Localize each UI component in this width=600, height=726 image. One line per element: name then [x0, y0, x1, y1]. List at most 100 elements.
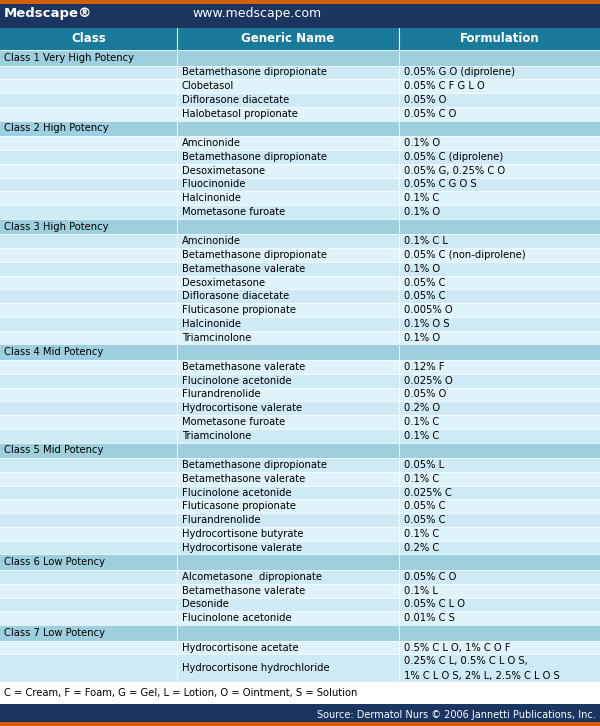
Text: Hydrocortisone acetate: Hydrocortisone acetate	[182, 643, 299, 653]
Bar	[0, 93, 600, 107]
Bar	[0, 50, 600, 65]
Text: 0.1% C: 0.1% C	[404, 417, 439, 427]
Text: Flurandrenolide: Flurandrenolide	[182, 515, 260, 525]
Text: Class 3 High Potency: Class 3 High Potency	[4, 221, 109, 232]
Bar	[0, 0, 600, 28]
Text: Hydrocortisone valerate: Hydrocortisone valerate	[182, 403, 302, 413]
Text: Betamethasone valerate: Betamethasone valerate	[182, 586, 305, 596]
Text: Hydrocortisone hydrochloride: Hydrocortisone hydrochloride	[182, 664, 329, 673]
Text: 0.2% C: 0.2% C	[404, 542, 439, 552]
Bar	[0, 150, 600, 164]
Text: 0.5% C L O, 1% C O F: 0.5% C L O, 1% C O F	[404, 643, 511, 653]
Bar	[0, 276, 600, 290]
Text: Alcometasone  dipropionate: Alcometasone dipropionate	[182, 572, 322, 582]
Text: Flucinolone acetonide: Flucinolone acetonide	[182, 488, 292, 497]
Bar	[0, 330, 600, 344]
Bar	[0, 164, 600, 177]
Text: Halcinonide: Halcinonide	[182, 319, 241, 329]
Text: 0.05% L: 0.05% L	[404, 460, 444, 470]
Text: 0.05% C O: 0.05% C O	[404, 109, 457, 119]
Text: 0.025% C: 0.025% C	[404, 488, 452, 497]
Bar	[0, 527, 600, 541]
Text: www.medscape.com: www.medscape.com	[192, 7, 321, 20]
Text: 0.2% O: 0.2% O	[404, 403, 440, 413]
Text: Fluocinonide: Fluocinonide	[182, 179, 245, 189]
Text: 0.05% O: 0.05% O	[404, 95, 446, 105]
Text: Betamethasone dipropionate: Betamethasone dipropionate	[182, 460, 327, 470]
Text: 0.025% O: 0.025% O	[404, 375, 453, 386]
Text: 0.05% C: 0.05% C	[404, 277, 445, 287]
Text: 0.1% O S: 0.1% O S	[404, 319, 449, 329]
Bar	[0, 388, 600, 401]
Bar	[0, 205, 600, 219]
Text: 0.05% G, 0.25% C O: 0.05% G, 0.25% C O	[404, 166, 505, 176]
Bar	[0, 374, 600, 388]
Text: 0.05% C: 0.05% C	[404, 515, 445, 525]
Text: Triamcinolone: Triamcinolone	[182, 333, 251, 343]
Text: 0.25% C L, 0.5% C L O S,: 0.25% C L, 0.5% C L O S,	[404, 656, 528, 666]
Text: Amcinonide: Amcinonide	[182, 236, 241, 246]
Text: Flurandrenolide: Flurandrenolide	[182, 389, 260, 399]
Text: Halcinonide: Halcinonide	[182, 193, 241, 203]
Bar	[0, 65, 600, 79]
Text: Halobetasol propionate: Halobetasol propionate	[182, 109, 298, 119]
Text: C = Cream, F = Foam, G = Gel, L = Lotion, O = Ointment, S = Solution: C = Cream, F = Foam, G = Gel, L = Lotion…	[4, 688, 358, 698]
Text: 0.05% C (non-diprolene): 0.05% C (non-diprolene)	[404, 250, 526, 260]
Text: Generic Name: Generic Name	[241, 33, 335, 46]
Bar	[0, 136, 600, 150]
Text: 0.1% O: 0.1% O	[404, 207, 440, 217]
Text: Desoximetasone: Desoximetasone	[182, 166, 265, 176]
Text: Hydrocortisone butyrate: Hydrocortisone butyrate	[182, 529, 304, 539]
Bar	[0, 597, 600, 611]
Bar	[0, 472, 600, 486]
Text: Clobetasol: Clobetasol	[182, 81, 234, 91]
Text: Triamcinolone: Triamcinolone	[182, 431, 251, 441]
Text: Fluticasone propionate: Fluticasone propionate	[182, 305, 296, 315]
Text: Formulation: Formulation	[460, 33, 539, 46]
Text: Class 2 High Potency: Class 2 High Potency	[4, 123, 109, 134]
Bar	[0, 28, 600, 50]
Text: 0.1% C L: 0.1% C L	[404, 236, 448, 246]
Bar	[0, 360, 600, 374]
Bar	[0, 641, 600, 654]
Bar	[0, 303, 600, 317]
Text: Class 6 Low Potency: Class 6 Low Potency	[4, 558, 105, 567]
Bar	[0, 219, 600, 234]
Bar	[0, 248, 600, 262]
Text: 0.05% C (diprolene): 0.05% C (diprolene)	[404, 152, 503, 162]
Bar	[0, 79, 600, 93]
Text: 0.05% O: 0.05% O	[404, 389, 446, 399]
Text: Diflorasone diacetate: Diflorasone diacetate	[182, 95, 289, 105]
Text: Betamethasone valerate: Betamethasone valerate	[182, 474, 305, 484]
Text: Class 1 Very High Potency: Class 1 Very High Potency	[4, 53, 134, 62]
Bar	[0, 290, 600, 303]
Bar	[0, 262, 600, 276]
Text: 0.1% L: 0.1% L	[404, 586, 438, 596]
Bar	[0, 704, 600, 726]
Text: Class: Class	[71, 33, 106, 46]
Text: Mometasone furoate: Mometasone furoate	[182, 207, 285, 217]
Bar	[0, 191, 600, 205]
Text: 0.01% C S: 0.01% C S	[404, 613, 455, 623]
Bar	[0, 415, 600, 429]
Text: Medscape®: Medscape®	[4, 7, 92, 20]
Bar	[0, 682, 600, 704]
Bar	[0, 555, 600, 570]
Bar	[0, 654, 600, 682]
Text: 0.05% C G O S: 0.05% C G O S	[404, 179, 476, 189]
Bar	[0, 0, 600, 4]
Bar	[0, 541, 600, 555]
Text: 0.05% C F G L O: 0.05% C F G L O	[404, 81, 485, 91]
Text: Betamethasone dipropionate: Betamethasone dipropionate	[182, 68, 327, 78]
Bar	[0, 177, 600, 191]
Text: Fluticasone propionate: Fluticasone propionate	[182, 502, 296, 511]
Bar	[0, 107, 600, 121]
Text: 0.1% C: 0.1% C	[404, 431, 439, 441]
Text: Amcinonide: Amcinonide	[182, 138, 241, 148]
Bar	[0, 317, 600, 330]
Bar	[0, 499, 600, 513]
Bar	[0, 722, 600, 726]
Text: 0.05% G O (diprolene): 0.05% G O (diprolene)	[404, 68, 515, 78]
Text: 0.05% C: 0.05% C	[404, 502, 445, 511]
Text: Source: Dermatol Nurs © 2006 Jannetti Publications, Inc.: Source: Dermatol Nurs © 2006 Jannetti Pu…	[317, 710, 596, 720]
